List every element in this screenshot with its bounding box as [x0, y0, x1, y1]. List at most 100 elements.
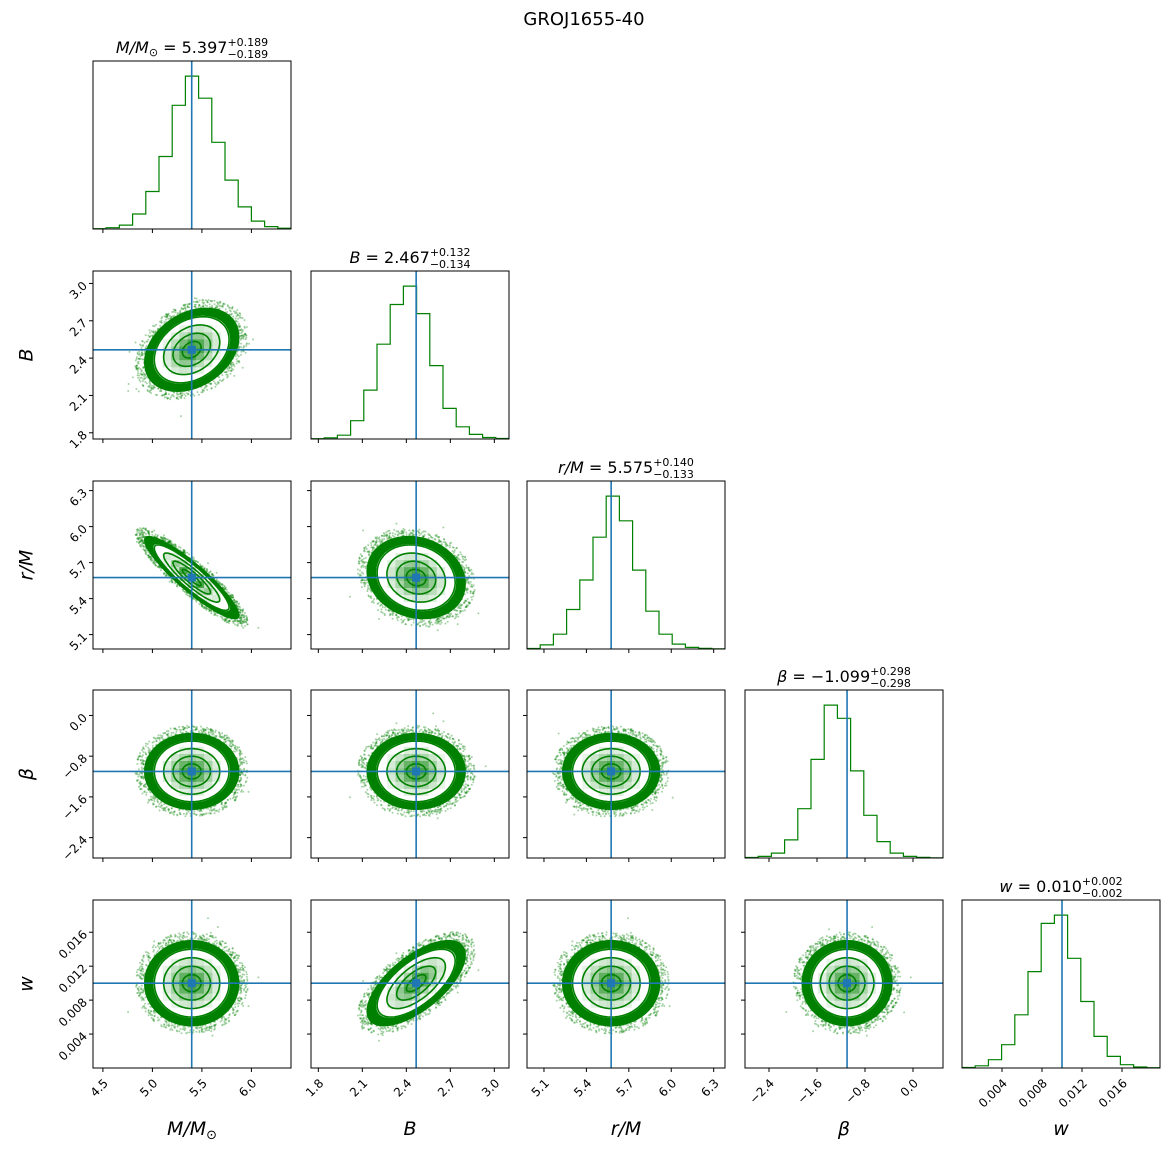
- sample-point: [147, 531, 150, 534]
- sample-point: [358, 557, 361, 560]
- sample-point: [164, 537, 167, 540]
- scatter-panel-beta-vs-M: −2.4−1.6−0.80.0: [60, 689, 292, 863]
- sample-point: [454, 804, 456, 807]
- sample-point: [461, 609, 464, 612]
- sample-point: [245, 780, 248, 783]
- sample-point: [183, 550, 186, 553]
- sample-point: [194, 560, 197, 563]
- sample-point: [239, 324, 241, 327]
- sample-point: [360, 757, 363, 759]
- sample-point: [208, 809, 211, 812]
- sample-point: [141, 775, 144, 778]
- sample-point: [463, 609, 466, 612]
- sample-point: [427, 727, 430, 730]
- sample-point: [210, 808, 213, 811]
- sample-point: [188, 553, 190, 556]
- sample-point: [428, 621, 431, 624]
- sample-point: [197, 393, 200, 396]
- sample-point: [173, 545, 176, 547]
- sample-point: [142, 366, 145, 368]
- sample-point: [467, 581, 470, 583]
- sample-point: [143, 352, 146, 355]
- sample-point: [367, 745, 370, 748]
- sample-point: [363, 562, 366, 564]
- sample-point: [397, 809, 400, 812]
- sample-point: [172, 811, 175, 814]
- sample-point: [189, 812, 192, 815]
- sample-point: [224, 803, 227, 805]
- sample-point: [435, 618, 438, 620]
- sample-point: [370, 601, 373, 604]
- sample-point: [422, 535, 425, 538]
- sample-point: [477, 612, 480, 615]
- sample-point: [469, 787, 472, 790]
- sample-point: [448, 544, 451, 547]
- sample-point: [137, 528, 140, 531]
- sample-point: [390, 536, 393, 539]
- sample-point: [204, 299, 207, 302]
- sample-point: [160, 804, 163, 807]
- sample-point: [150, 334, 152, 337]
- sample-point: [360, 554, 363, 557]
- sample-point: [223, 587, 226, 590]
- sample-point: [361, 579, 364, 582]
- sample-point: [152, 385, 155, 388]
- sample-point: [237, 783, 240, 786]
- sample-point: [228, 309, 231, 312]
- sample-point: [137, 538, 140, 541]
- sample-point: [134, 533, 137, 536]
- density-cell: [204, 781, 213, 789]
- sample-point: [139, 536, 142, 539]
- sample-point: [441, 734, 444, 737]
- density-cell: [436, 753, 446, 761]
- sample-point: [166, 397, 169, 400]
- sample-point: [471, 773, 474, 776]
- sample-point: [243, 616, 246, 619]
- sample-point: [180, 392, 182, 395]
- sample-point: [240, 752, 243, 755]
- sample-point: [410, 531, 413, 534]
- sample-point: [468, 757, 471, 760]
- sample-point: [167, 317, 170, 320]
- sample-point: [388, 736, 391, 739]
- sample-point: [467, 581, 470, 584]
- sample-point: [241, 611, 244, 614]
- sample-point: [159, 324, 162, 327]
- sample-point: [142, 366, 145, 369]
- sample-point: [136, 368, 139, 370]
- sample-point: [372, 540, 375, 543]
- sample-point: [204, 304, 207, 307]
- sample-point: [436, 618, 439, 621]
- sample-point: [444, 541, 447, 544]
- sample-point: [397, 729, 400, 731]
- sample-point: [225, 618, 228, 621]
- sample-point: [465, 606, 468, 608]
- sample-point: [174, 311, 177, 314]
- sample-point: [379, 604, 382, 607]
- density-cell: [179, 339, 188, 347]
- sample-point: [434, 621, 437, 624]
- sample-point: [422, 535, 425, 538]
- sample-point: [397, 533, 400, 536]
- sample-point: [202, 299, 205, 302]
- sample-point: [169, 539, 172, 542]
- sample-point: [142, 540, 144, 542]
- sample-point: [200, 810, 203, 812]
- sample-point: [242, 329, 244, 332]
- sample-point: [230, 364, 233, 367]
- sample-point: [458, 792, 461, 795]
- y-tick-label: 3.0: [67, 279, 90, 302]
- sample-point: [171, 311, 174, 313]
- sample-point: [445, 804, 448, 807]
- sample-point: [141, 792, 144, 795]
- sample-point: [435, 619, 437, 622]
- sample-point: [144, 552, 147, 555]
- sample-point: [407, 812, 410, 815]
- sample-point: [234, 747, 236, 750]
- sample-point: [226, 311, 229, 313]
- sample-point: [141, 758, 144, 761]
- density-cell: [195, 581, 205, 589]
- sample-point: [136, 361, 139, 364]
- sample-point: [385, 731, 388, 734]
- sample-point: [418, 730, 421, 733]
